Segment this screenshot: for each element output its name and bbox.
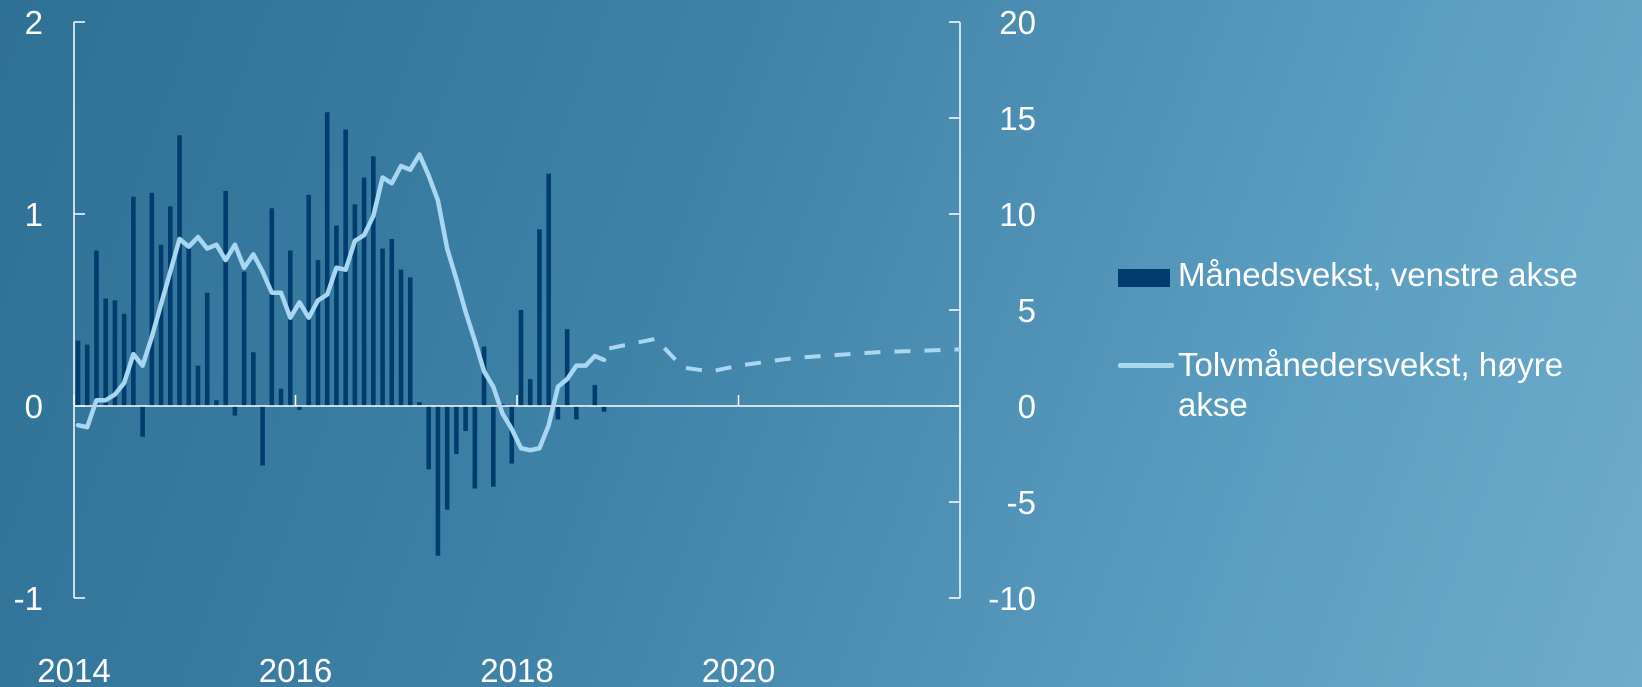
legend: Månedsvekst, venstre akse Tolvmånedersve… bbox=[1118, 255, 1638, 425]
bar bbox=[426, 406, 432, 470]
bar bbox=[592, 384, 598, 406]
legend-item-twelve-month: Tolvmånedersvekst, høyre akse bbox=[1118, 345, 1638, 425]
bar bbox=[500, 404, 505, 406]
right-tick-label: -10 bbox=[988, 580, 1036, 617]
bar bbox=[324, 112, 330, 407]
bar bbox=[398, 269, 404, 406]
bar bbox=[481, 346, 487, 406]
bar bbox=[371, 156, 376, 406]
bar bbox=[334, 225, 339, 406]
bar bbox=[361, 177, 367, 406]
bar bbox=[84, 344, 90, 406]
bar bbox=[121, 313, 127, 406]
bar bbox=[75, 340, 81, 406]
bar bbox=[472, 406, 478, 489]
bar bbox=[444, 406, 450, 510]
chart-axes bbox=[73, 21, 961, 599]
monthly-growth-bars bbox=[75, 112, 607, 556]
bar bbox=[269, 208, 275, 406]
left-tick-label: 1 bbox=[25, 196, 43, 233]
bar bbox=[389, 238, 395, 406]
right-tick-label: 15 bbox=[999, 100, 1036, 137]
left-tick-label: 0 bbox=[25, 388, 43, 425]
projection-line bbox=[608, 336, 961, 374]
bar bbox=[454, 406, 459, 454]
x-tick-label: 2014 bbox=[37, 652, 110, 687]
bar bbox=[537, 229, 542, 406]
bar bbox=[278, 388, 284, 406]
bar bbox=[491, 406, 496, 487]
bar bbox=[94, 250, 99, 406]
bar bbox=[140, 406, 145, 437]
bar bbox=[380, 248, 385, 406]
bar bbox=[260, 406, 265, 466]
bar bbox=[167, 206, 173, 406]
x-tick-label: 2018 bbox=[480, 652, 553, 687]
bar bbox=[306, 194, 312, 406]
bar bbox=[232, 406, 238, 416]
right-tick-label: -5 bbox=[1007, 484, 1036, 521]
bar bbox=[463, 406, 468, 431]
bar bbox=[186, 244, 192, 406]
bar bbox=[177, 135, 182, 406]
bar bbox=[435, 406, 441, 556]
bar bbox=[564, 329, 570, 406]
left-tick-label: -1 bbox=[14, 580, 43, 617]
legend-bar-swatch bbox=[1118, 269, 1170, 287]
bar bbox=[251, 352, 256, 406]
right-tick-label: 10 bbox=[999, 196, 1036, 233]
bar bbox=[158, 244, 164, 406]
bar bbox=[574, 406, 579, 420]
x-tick-label: 2020 bbox=[702, 652, 775, 687]
bar bbox=[204, 292, 210, 406]
x-tick-label: 2016 bbox=[259, 652, 332, 687]
bar bbox=[241, 271, 247, 406]
twelve-month-line bbox=[75, 152, 607, 453]
bar bbox=[352, 204, 358, 406]
bar bbox=[407, 277, 413, 406]
legend-label-monthly: Månedsvekst, venstre akse bbox=[1178, 256, 1578, 293]
legend-label-twelve-month: Tolvmånedersvekst, høyre akse bbox=[1178, 346, 1564, 423]
bar bbox=[195, 365, 201, 406]
right-tick-label: 20 bbox=[999, 4, 1036, 41]
bar bbox=[555, 406, 561, 420]
bar bbox=[546, 173, 551, 406]
legend-line-swatch bbox=[1118, 363, 1174, 368]
bar bbox=[214, 400, 219, 406]
legend-item-monthly: Månedsvekst, venstre akse bbox=[1118, 255, 1638, 295]
twelve-month-growth-line bbox=[75, 152, 961, 453]
bar bbox=[112, 300, 118, 406]
bar bbox=[103, 298, 108, 406]
bar bbox=[518, 310, 524, 406]
bar bbox=[287, 250, 293, 406]
bar bbox=[417, 402, 422, 406]
bar bbox=[601, 406, 607, 412]
bar bbox=[297, 406, 302, 410]
bar bbox=[149, 192, 155, 406]
bar bbox=[527, 379, 533, 406]
bar bbox=[223, 190, 228, 406]
bar bbox=[315, 260, 321, 406]
right-tick-label: 0 bbox=[1018, 388, 1036, 425]
bar bbox=[509, 406, 515, 464]
left-tick-label: 2 bbox=[25, 4, 43, 41]
right-tick-label: 5 bbox=[1018, 292, 1036, 329]
bar bbox=[131, 196, 136, 406]
